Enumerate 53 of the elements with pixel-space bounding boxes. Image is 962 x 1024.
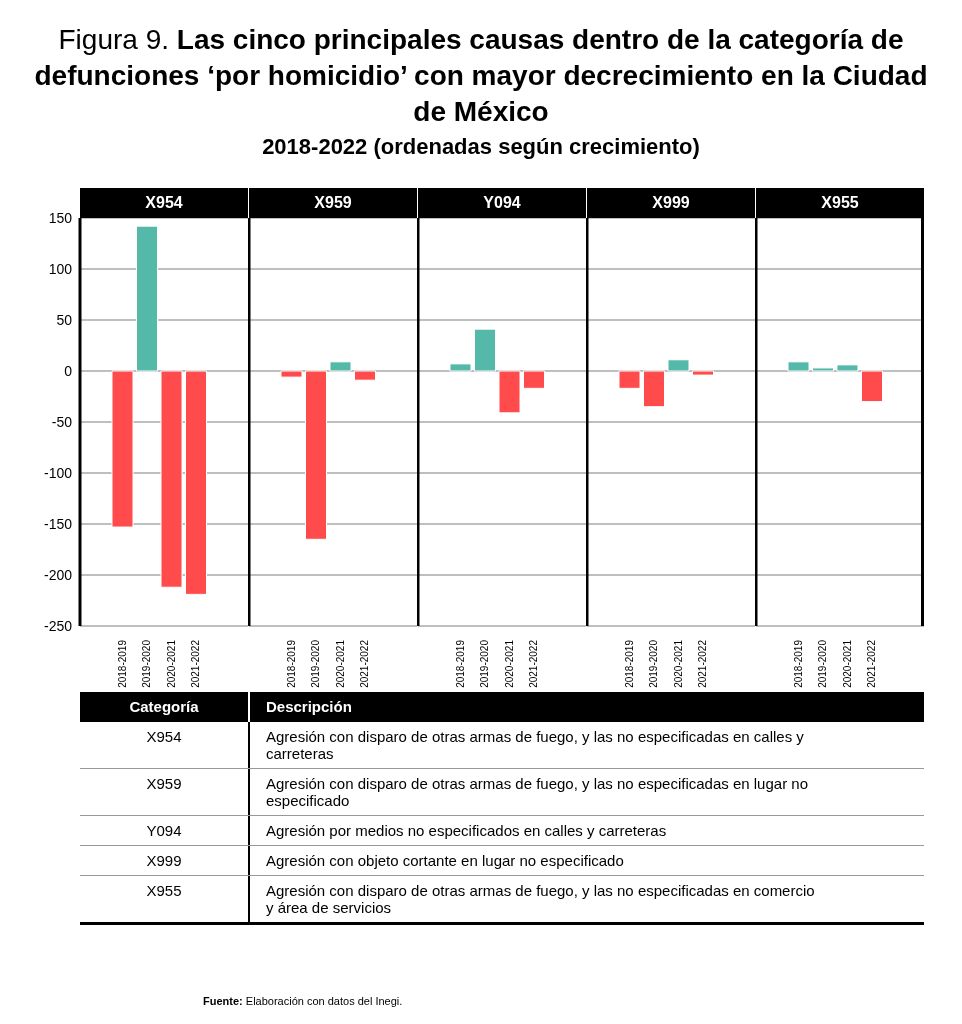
x-tick-label: 2018-2019 [623, 639, 635, 688]
text: Agresión con disparo de otras armas de fuego, y las no especificadas en comercio y área de servicios [265, 881, 816, 918]
x-tick-label: 2018-2019 [116, 639, 128, 688]
bar [812, 367, 834, 372]
category-label: X954 [80, 722, 250, 768]
chart-title: Y094 [418, 188, 586, 218]
text: Figura 9. Las cinco principales causas dentro de la categoría de defunciones ‘por homicidio’ con mayor decrecimiento en la Ciudad de México [34, 24, 928, 127]
x-tick-label: 2021-2022 [866, 639, 878, 688]
text: Agresión con disparo de otras armas de fuego, y las no especificadas en calles y carreteras [265, 727, 805, 764]
y-tick-label: 150 [48, 209, 73, 226]
x-tick-label: 2020-2021 [503, 639, 515, 688]
y-tick-label: 0 [64, 362, 73, 379]
y-tick-label: -250 [43, 617, 73, 634]
text: 2018-2022 (ordenadas según crecimiento) [261, 134, 701, 160]
y-tick-label: -100 [43, 464, 73, 481]
y-tick-label: -50 [51, 413, 73, 430]
x-tick-label: 2019-2020 [648, 639, 660, 688]
x-tick-label: 2018-2019 [454, 639, 466, 688]
text: Descripción [265, 697, 352, 717]
x-tick-label: 2019-2020 [310, 639, 322, 688]
text: Agresión por medios no especificados en calles y carreteras [265, 821, 668, 841]
category-label: X999 [80, 846, 250, 875]
category-label: Y094 [80, 816, 250, 845]
x-tick-label: 2018-2019 [792, 639, 804, 688]
x-tick-label: 2020-2021 [165, 639, 177, 688]
x-tick-label: 2021-2022 [359, 639, 371, 688]
chart-title: X959 [249, 188, 417, 218]
y-tick-label: 50 [56, 311, 73, 328]
chart-title: X955 [756, 188, 924, 218]
x-tick-label: 2019-2020 [479, 639, 491, 688]
y-tick-label: -200 [43, 566, 73, 583]
x-tick-label: 2021-2022 [697, 639, 709, 688]
x-tick-label: 2021-2022 [190, 639, 202, 688]
x-tick-label: 2020-2021 [841, 639, 853, 688]
y-tick-label: 100 [48, 260, 73, 277]
source-note: Fuente: Elaboración con datos del Inegi. [203, 995, 404, 1007]
bar [787, 361, 810, 372]
text: Agresión con objeto cortante en lugar no especificado [265, 851, 625, 871]
x-tick-label: 2019-2020 [141, 639, 153, 688]
text: Agresión con disparo de otras armas de fuego, y las no especificadas en lugar no especificado [265, 774, 809, 811]
text: Categoría [80, 692, 250, 722]
x-tick-label: 2018-2019 [285, 639, 297, 688]
x-tick-label: 2019-2020 [817, 639, 829, 688]
y-tick-label: -150 [43, 515, 73, 532]
bar [861, 370, 883, 403]
category-label: X955 [80, 876, 250, 922]
x-tick-label: 2020-2021 [334, 639, 346, 688]
chart-title: X999 [587, 188, 755, 218]
bar [836, 364, 859, 372]
category-label: X959 [80, 769, 250, 815]
x-tick-label: 2020-2021 [672, 639, 684, 688]
chart-title: X954 [80, 188, 248, 218]
x-tick-label: 2021-2022 [528, 639, 540, 688]
